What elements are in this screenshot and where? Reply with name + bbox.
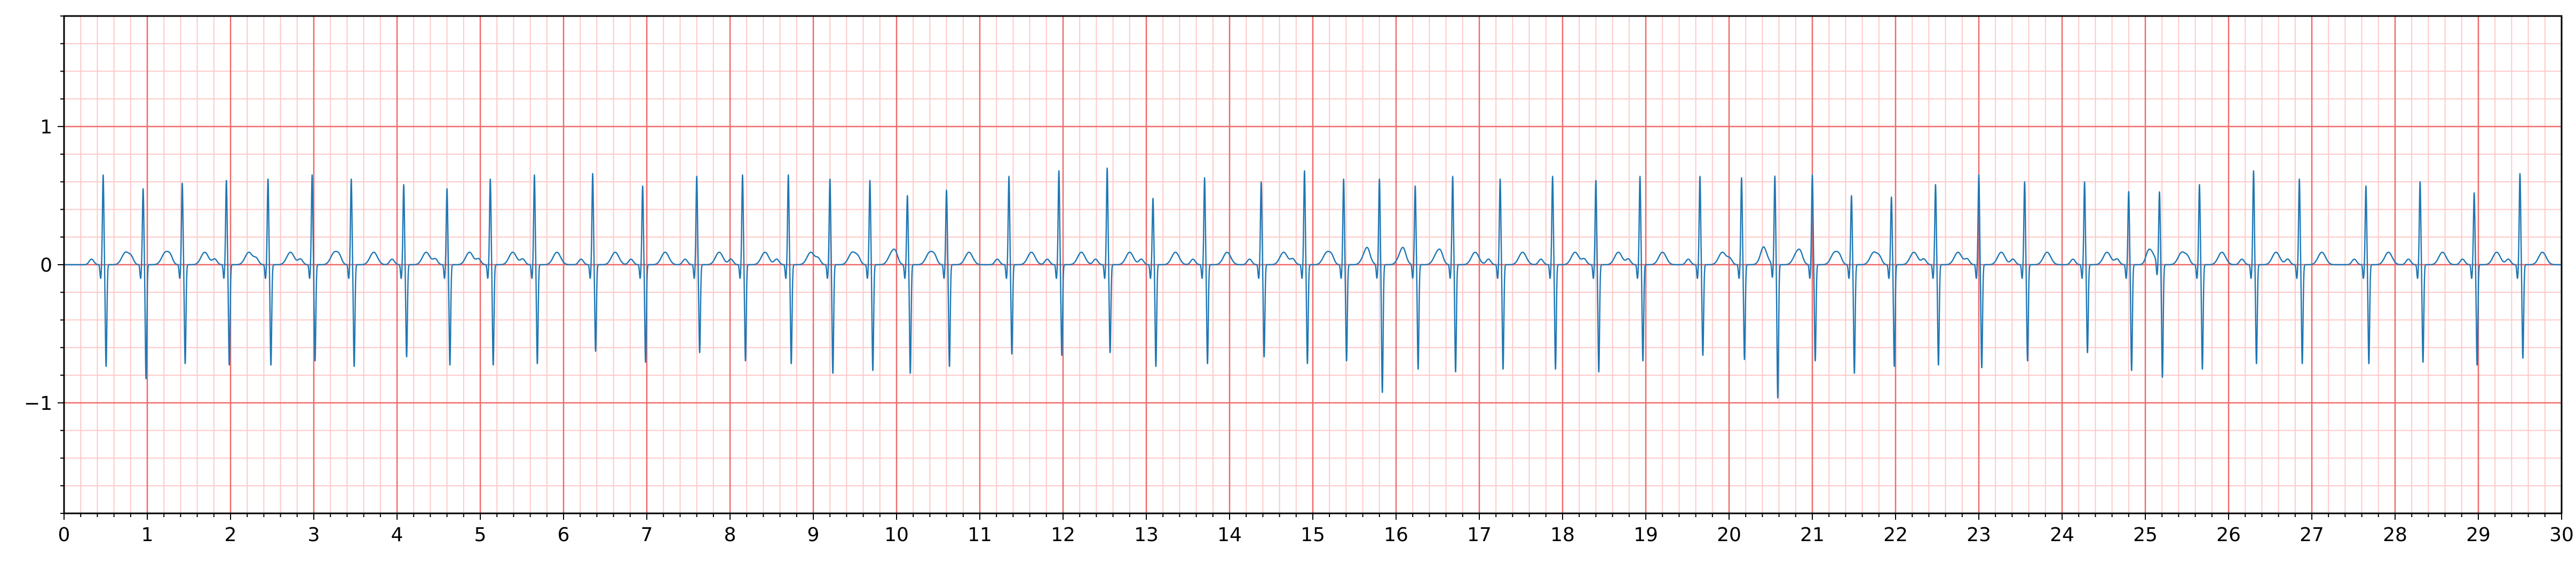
x-tick-label: 29	[2466, 524, 2491, 546]
x-tick-label: 17	[1467, 524, 1492, 546]
x-tick-label: 28	[2383, 524, 2407, 546]
y-axis: −1 0 1	[24, 15, 64, 514]
trace-layer	[64, 167, 2562, 399]
x-tick-label: 20	[1717, 524, 1741, 546]
x-tick-label: 23	[1967, 524, 1991, 546]
ecg-trace	[64, 167, 2562, 399]
x-tick-label: 3	[308, 524, 320, 546]
x-tick-label: 27	[2300, 524, 2324, 546]
x-tick-label: 12	[1051, 524, 1075, 546]
x-tick-label: 2	[225, 524, 237, 546]
x-tick-label: 24	[2050, 524, 2074, 546]
x-tick-label: 18	[1550, 524, 1575, 546]
x-tick-label: 21	[1800, 524, 1825, 546]
x-tick-label: 4	[391, 524, 403, 546]
x-tick-label: 13	[1134, 524, 1159, 546]
x-tick-label: 26	[2216, 524, 2241, 546]
x-tick-label: 19	[1634, 524, 1658, 546]
x-tick-label: 0	[58, 524, 70, 546]
x-tick-label: 1	[141, 524, 154, 546]
x-tick-label: 22	[1883, 524, 1908, 546]
x-tick-label: 5	[474, 524, 487, 546]
x-tick-label: 9	[807, 524, 820, 546]
x-tick-label: 11	[968, 524, 992, 546]
x-tick-label: 30	[2549, 524, 2574, 546]
x-tick-label: 16	[1384, 524, 1408, 546]
x-tick-label: 25	[2133, 524, 2158, 546]
x-tick-label: 15	[1301, 524, 1325, 546]
x-tick-label: 14	[1217, 524, 1242, 546]
y-tick-label: 1	[40, 116, 52, 138]
y-tick-label: 0	[40, 255, 52, 276]
x-axis: 0 1 2 3 4 5 6 7 8 9 10 11 12 13 14 15 16 17 18 19 20 21 22 23 24…	[58, 513, 2574, 546]
x-tick-label: 8	[724, 524, 736, 546]
x-tick-label: 6	[558, 524, 570, 546]
x-tick-label: 7	[641, 524, 653, 546]
y-tick-label: −1	[24, 393, 52, 415]
x-tick-label: 10	[884, 524, 909, 546]
